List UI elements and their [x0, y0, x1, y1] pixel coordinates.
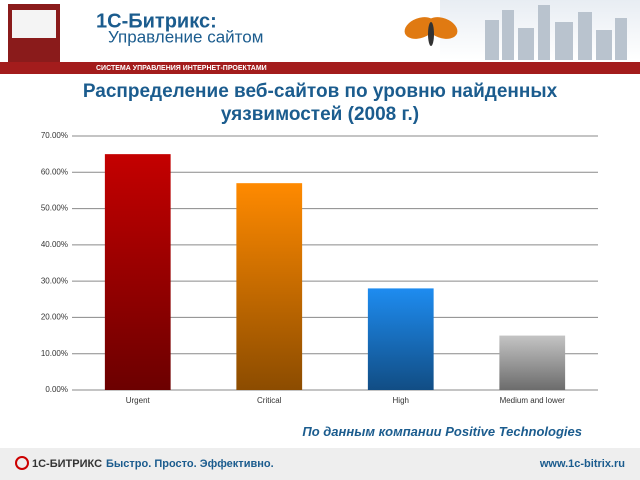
- y-tick-label: 30.00%: [41, 276, 68, 285]
- city-skyline: [485, 5, 627, 60]
- x-tick-label: Urgent: [126, 396, 151, 405]
- y-tick-label: 70.00%: [41, 131, 68, 140]
- tagline: СИСТЕМА УПРАВЛЕНИЯ ИНТЕРНЕТ-ПРОЕКТАМИ: [96, 65, 267, 72]
- footer-url: www.1c-bitrix.ru: [539, 458, 625, 470]
- bar: [236, 183, 303, 390]
- y-tick-label: 0.00%: [45, 385, 68, 394]
- header-band: [0, 62, 640, 74]
- bar: [104, 154, 171, 390]
- footer-logo: 1С-БИТРИКС: [32, 458, 102, 470]
- bar: [367, 288, 434, 390]
- x-tick-label: High: [393, 396, 409, 405]
- y-tick-label: 60.00%: [41, 167, 68, 176]
- footer-band: [0, 448, 640, 480]
- y-tick-label: 10.00%: [41, 349, 68, 358]
- product-box-label: [12, 10, 56, 38]
- brand: 1С-Битрикс:: [96, 10, 217, 32]
- x-tick-label: Critical: [257, 396, 282, 405]
- y-tick-label: 20.00%: [41, 313, 68, 322]
- source-note: По данным компании Positive Technologies: [302, 424, 582, 439]
- slogan: Быстро. Просто. Эффективно.: [106, 458, 274, 470]
- y-tick-label: 50.00%: [41, 204, 68, 213]
- chart-title: Распределение веб-сайтов по уровню найде…: [82, 81, 558, 125]
- footer-logo-icon: [15, 456, 29, 470]
- y-tick-label: 40.00%: [41, 240, 68, 249]
- butterfly: [404, 17, 458, 46]
- x-tick-label: Medium and lower: [500, 396, 566, 405]
- bar: [499, 335, 566, 390]
- product-name: Управление сайтом: [108, 27, 263, 46]
